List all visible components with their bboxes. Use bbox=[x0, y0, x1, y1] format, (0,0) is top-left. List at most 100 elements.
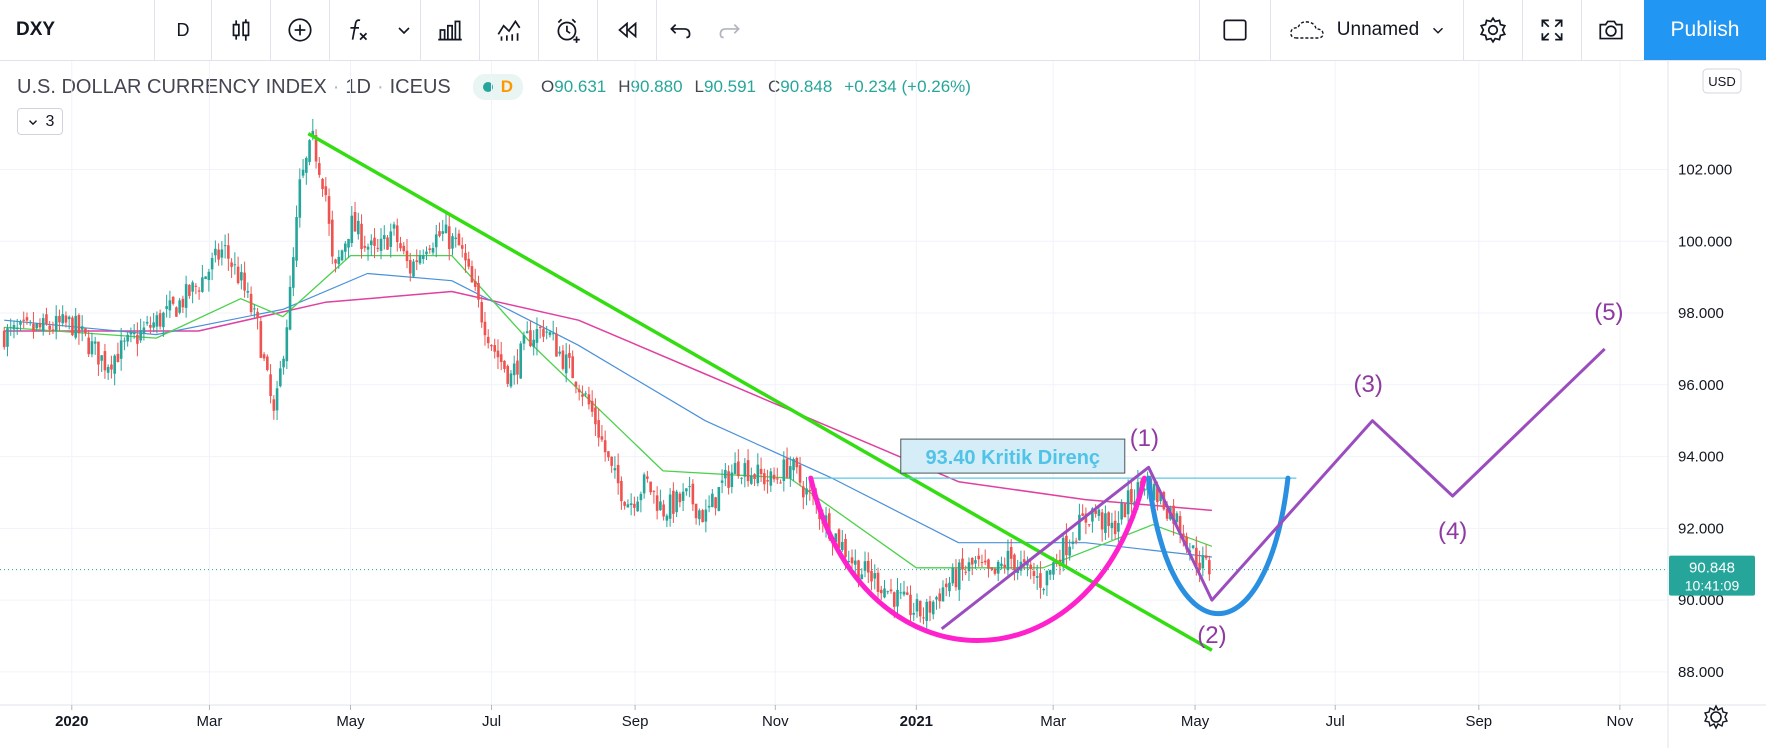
candle-body bbox=[337, 256, 341, 264]
candle-body bbox=[269, 374, 272, 396]
price-chart[interactable]: (1) (2) (3) (4) (5) 93.40 Kritik Direnç 102.0… bbox=[0, 61, 1766, 748]
fullscreen-icon[interactable] bbox=[1523, 0, 1581, 60]
chevron-down-icon bbox=[28, 119, 37, 125]
candle-body bbox=[1003, 564, 1006, 568]
candle-body bbox=[649, 481, 652, 493]
candle-body bbox=[1048, 570, 1052, 575]
symbol-title[interactable]: U.S. DOLLAR CURRENCY INDEX bbox=[17, 75, 327, 98]
layout-name-button[interactable]: Unnamed bbox=[1271, 0, 1463, 60]
undo-icon[interactable] bbox=[657, 0, 705, 60]
time-tick-label: Mar bbox=[1040, 713, 1066, 730]
indicators-toggle-button[interactable]: 3 bbox=[17, 108, 63, 135]
candle-body bbox=[639, 493, 643, 501]
candle-body bbox=[6, 328, 9, 347]
ohlc-open-value: 90.631 bbox=[554, 77, 607, 96]
candle-body bbox=[870, 570, 873, 582]
candle-body bbox=[827, 513, 831, 539]
candle-body bbox=[285, 327, 289, 362]
legend-separator: · bbox=[332, 75, 340, 98]
candle-body bbox=[1185, 536, 1188, 550]
candle-body bbox=[2, 330, 6, 348]
candle-body bbox=[136, 334, 139, 344]
chart-legend: U.S. DOLLAR CURRENCY INDEX · 1D · ICEUS … bbox=[17, 73, 971, 101]
candle-body bbox=[58, 315, 61, 323]
replay-icon[interactable] bbox=[598, 0, 656, 60]
candle-body bbox=[1178, 515, 1182, 533]
settings-icon[interactable] bbox=[1464, 0, 1522, 60]
legend-exchange: ICEUS bbox=[389, 75, 451, 98]
candle-body bbox=[376, 247, 380, 249]
candle-body bbox=[802, 486, 805, 498]
candle-body bbox=[457, 233, 461, 246]
candle-body bbox=[389, 231, 393, 247]
interval-button[interactable]: D bbox=[176, 19, 190, 40]
candle-body bbox=[1143, 488, 1146, 491]
candle-body bbox=[158, 313, 162, 327]
candle-body bbox=[902, 591, 906, 595]
compare-add-icon[interactable] bbox=[271, 0, 329, 60]
gear-icon-outline bbox=[1703, 704, 1729, 730]
dropdown-icon[interactable] bbox=[388, 0, 420, 60]
candle-body bbox=[675, 491, 678, 513]
indicators-icon[interactable] bbox=[330, 0, 388, 60]
candle-body bbox=[525, 331, 529, 334]
market-status-badge[interactable]: D bbox=[472, 74, 524, 100]
candle-body bbox=[155, 315, 159, 327]
camera-icon[interactable] bbox=[1582, 0, 1640, 60]
candle-body bbox=[542, 328, 545, 337]
candle-body bbox=[447, 226, 451, 250]
downtrend-line bbox=[307, 132, 1213, 652]
candle-body bbox=[1006, 550, 1010, 571]
candle-body bbox=[883, 588, 886, 598]
candle-body bbox=[204, 276, 207, 280]
candle-body bbox=[279, 368, 282, 387]
candle-body bbox=[860, 574, 864, 580]
candle-body bbox=[308, 140, 311, 162]
candle-body bbox=[152, 322, 155, 328]
candle-body bbox=[974, 560, 977, 564]
publish-button[interactable]: Publish bbox=[1644, 0, 1766, 60]
candle-body bbox=[369, 240, 373, 246]
candle-body bbox=[343, 243, 347, 252]
top-toolbar: DXY D Unnamed bbox=[0, 0, 1766, 61]
candle-body bbox=[1084, 513, 1088, 523]
candle-body bbox=[688, 486, 691, 488]
alert-icon[interactable] bbox=[539, 0, 597, 60]
candle-body bbox=[574, 381, 578, 387]
candle-body bbox=[175, 307, 178, 317]
candle-body bbox=[373, 237, 376, 246]
candle-body bbox=[616, 464, 620, 484]
candle-body bbox=[236, 266, 240, 284]
ohlc-open: O90.631 bbox=[541, 77, 606, 97]
candle-body bbox=[1039, 573, 1042, 588]
candle-body bbox=[227, 245, 230, 259]
candlesticks bbox=[2, 118, 1211, 631]
ohlc-open-label: O bbox=[541, 77, 555, 96]
templates-icon[interactable] bbox=[480, 0, 538, 60]
candle-body bbox=[1110, 522, 1114, 529]
candle-body bbox=[509, 373, 513, 387]
gear-icon-hub bbox=[1710, 711, 1722, 723]
bar-style-icon[interactable] bbox=[212, 0, 270, 60]
candle-body bbox=[581, 394, 584, 397]
candle-body bbox=[1065, 535, 1068, 556]
moving-averages bbox=[4, 254, 1213, 569]
candle-body bbox=[889, 589, 893, 592]
candle-body bbox=[655, 495, 659, 511]
candle-body bbox=[720, 480, 724, 483]
ohlc-low-value: 90.591 bbox=[704, 77, 757, 96]
candle-body bbox=[116, 353, 120, 363]
symbol-search[interactable]: DXY bbox=[16, 19, 56, 40]
redo-icon[interactable] bbox=[705, 0, 753, 60]
financials-icon[interactable] bbox=[421, 0, 479, 60]
candle-body bbox=[590, 400, 594, 412]
layout-square-icon[interactable] bbox=[1200, 0, 1270, 60]
candle-body bbox=[100, 355, 103, 361]
candle-body bbox=[272, 399, 276, 411]
candle-body bbox=[321, 178, 324, 190]
candle-body bbox=[262, 354, 266, 359]
candle-body bbox=[292, 257, 295, 288]
candle-body bbox=[548, 332, 552, 336]
candle-body bbox=[38, 323, 42, 328]
candle-body bbox=[1159, 493, 1162, 502]
